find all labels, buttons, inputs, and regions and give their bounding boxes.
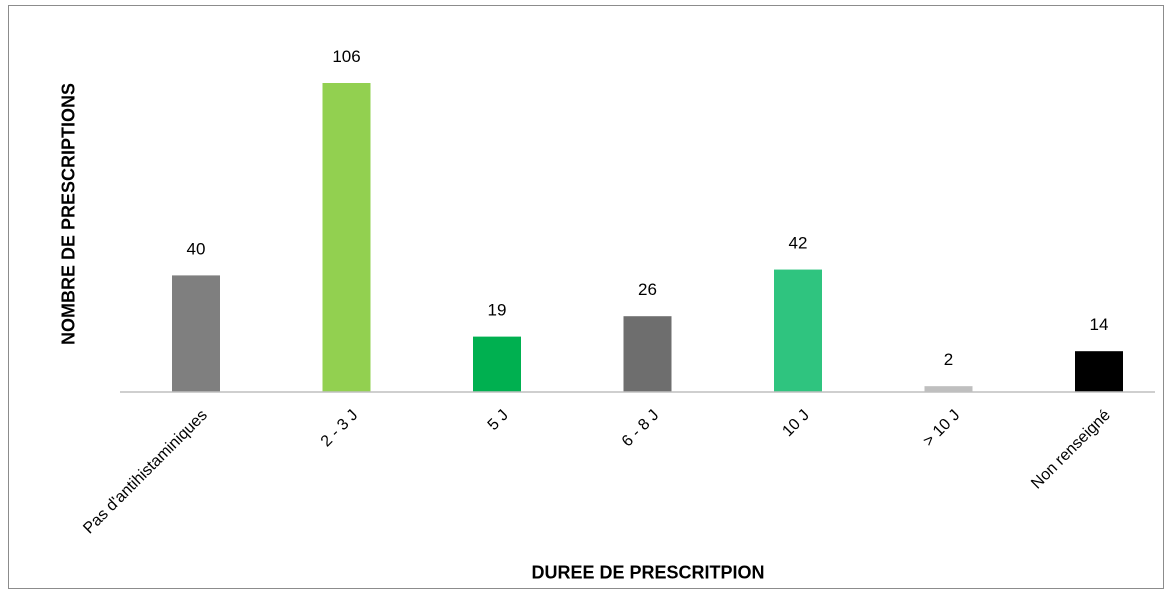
data-label-4: 42 xyxy=(789,234,808,253)
bars-layer xyxy=(172,83,1123,392)
bar-4 xyxy=(774,269,822,392)
category-label-1: 2 - 3 J xyxy=(318,407,361,450)
x-axis-title: DUREE DE PRESCRITPION xyxy=(531,562,765,583)
data-label-6: 14 xyxy=(1090,315,1109,334)
category-label-2: 5 J xyxy=(485,407,512,434)
y-axis-title: NOMBRE DE PRESCRIPTIONS xyxy=(58,82,79,346)
category-label-3: 6 - 8 J xyxy=(619,407,662,450)
bar-1 xyxy=(322,83,371,392)
data-label-5: 2 xyxy=(944,350,953,369)
data-label-1: 106 xyxy=(332,47,360,66)
bar-3 xyxy=(623,316,672,392)
bar-0 xyxy=(172,275,220,392)
bar-5 xyxy=(924,386,973,392)
category-label-4: 10 J xyxy=(779,407,812,440)
bar-6 xyxy=(1075,351,1123,392)
category-label-6: Non renseigné xyxy=(1028,407,1114,493)
category-label-0: Pas d'antihistaminiques xyxy=(80,407,211,538)
data-label-0: 40 xyxy=(187,239,206,258)
bar-2 xyxy=(473,336,521,392)
data-label-3: 26 xyxy=(638,280,657,299)
category-label-5: > 10 J xyxy=(920,407,963,450)
labels-layer: 40 Pas d'antihistaminiques 106 2 - 3 J 19 5 J… xyxy=(80,47,1114,537)
data-label-2: 19 xyxy=(488,301,507,320)
